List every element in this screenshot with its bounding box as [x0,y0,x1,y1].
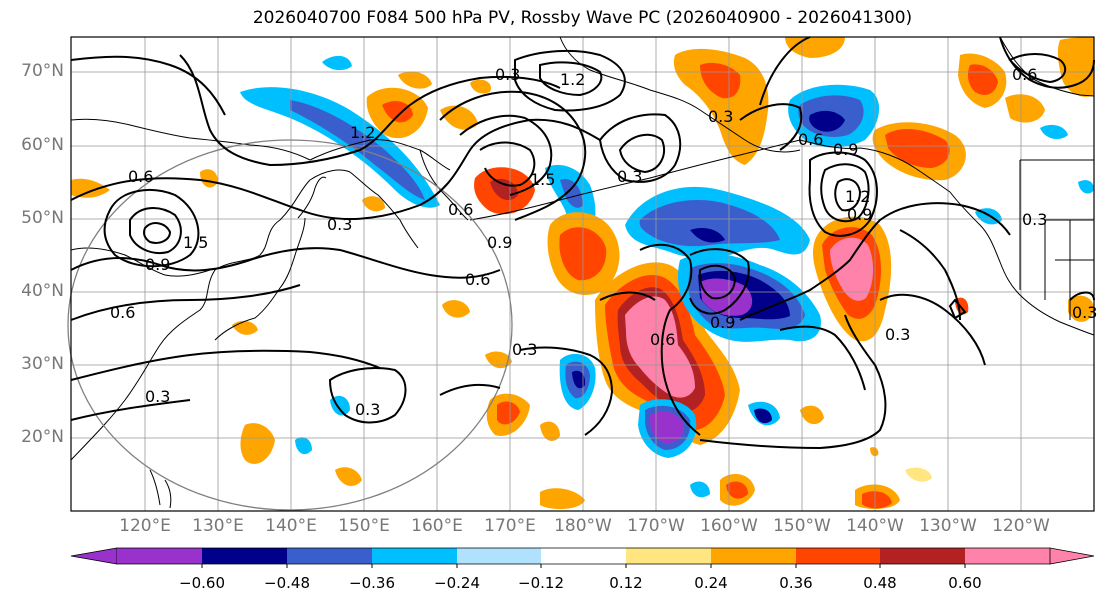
contour-label: 0.3 [1072,303,1097,322]
contour-label: 0.6 [1012,65,1037,84]
contour-label: 0.6 [798,130,823,149]
lon-label: 120°W [992,516,1050,536]
lon-label: 160°W [700,516,758,536]
lon-label: 130°E [192,516,244,536]
lon-label: 170°E [484,516,536,536]
colorbar-segment [711,548,796,564]
lon-label: 170°W [627,516,685,536]
contour-label: 0.3 [885,325,910,344]
contour-label: 0.3 [617,167,642,186]
lat-label: 20°N [21,427,64,447]
contour-labels: 0.6 0.9 1.2 1.5 0.3 0.6 0.9 1.5 0.6 0.3 … [110,65,1097,419]
contour-label: 1.2 [560,70,585,89]
contour-label: 1.5 [530,170,555,189]
coastlines [70,36,1095,509]
contour-label: 0.6 [448,200,473,219]
colorbar-segment [70,547,118,565]
contour-label: 0.9 [145,255,170,274]
contour-label: 0.3 [355,400,380,419]
colorbar-segment [541,548,626,564]
contour-label: 0.6 [128,167,153,186]
lat-label: 40°N [21,281,64,301]
colorbar-tick-label: −0.36 [349,574,395,592]
colorbar-segment [1049,547,1095,565]
colorbar-tick-label: −0.12 [518,574,564,592]
lon-label: 130°W [919,516,977,536]
lon-label: 150°W [773,516,831,536]
colorbar-tick-label: 0.60 [948,574,982,592]
colorbar [70,547,1095,568]
map-title: 2026040700 F084 500 hPa PV, Rossby Wave … [252,8,913,28]
contour-label: 0.9 [833,140,858,159]
lat-label: 70°N [21,61,64,81]
contour-label: 1.5 [183,233,208,252]
contour-label: 0.6 [465,270,490,289]
contour-label: 0.3 [708,107,733,126]
lon-label: 140°W [846,516,904,536]
colorbar-tick-label: 0.36 [779,574,813,592]
contour-label: 1.2 [845,187,870,206]
contour-label: 0.9 [847,205,872,224]
contour-label: 0.3 [145,387,170,406]
colorbar-segment [202,548,287,564]
colorbar-tick-label: −0.48 [264,574,310,592]
contour-label: 1.2 [350,123,375,142]
colorbar-tick-label: 0.12 [609,574,643,592]
colorbar-tick-label: 0.48 [863,574,897,592]
lat-label: 60°N [21,135,64,155]
contour-label: 0.3 [1022,210,1047,229]
colorbar-segment [626,548,711,564]
colorbar-tick-label: −0.60 [179,574,225,592]
lon-label: 140°E [265,516,317,536]
colorbar-segment [117,548,202,564]
contour-label: 0.3 [327,215,352,234]
colorbar-segment [287,548,372,564]
colorbar-segment [796,548,880,564]
contour-label: 0.9 [710,313,735,332]
contour-label: 0.3 [495,65,520,84]
colorbar-segment [965,548,1050,564]
lat-label: 30°N [21,354,64,374]
colorbar-tick-label: −0.24 [434,574,480,592]
contour-label: 0.3 [512,340,537,359]
colorbar-segment [372,548,457,564]
contour-label: 0.6 [110,303,135,322]
lat-label: 50°N [21,208,64,228]
contour-label: 0.6 [650,330,675,349]
lon-label: 160°E [411,516,463,536]
contour-label: 0.9 [487,233,512,252]
lon-label: 150°E [338,516,390,536]
lon-label: 180°W [554,516,612,536]
colorbar-segment [880,548,965,564]
pv-contours [70,36,1095,450]
map-panel: 0.6 0.9 1.2 1.5 0.3 0.6 0.9 1.5 0.6 0.3 … [67,36,1097,512]
colorbar-tick-label: 0.24 [694,574,728,592]
colorbar-segment [457,548,541,564]
lon-label: 120°E [119,516,171,536]
range-circle [67,139,513,511]
